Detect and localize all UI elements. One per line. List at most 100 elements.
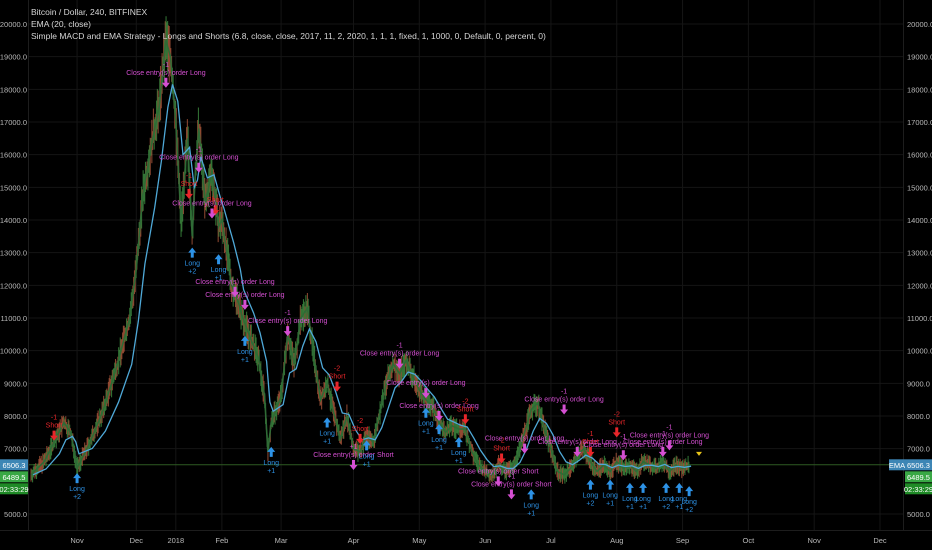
strategy-label[interactable]: Simple MACD and EMA Strategy - Longs and… — [31, 31, 546, 41]
marker-qty: +1 — [241, 357, 249, 364]
ema-indicator-label[interactable]: EMA (20, close) — [31, 19, 91, 29]
close-marker: Close entry(s) order Long-1 — [248, 310, 327, 337]
marker-qty: +1 — [323, 439, 331, 446]
long-marker: Long+2 — [658, 482, 674, 511]
marker-label: Long — [418, 421, 434, 428]
countdown-badge-left-bg — [0, 483, 28, 495]
y-tick-label-left: 7000.0 — [4, 445, 27, 454]
close-marker: Close entry(s) order Long-1 — [584, 434, 663, 461]
marker-qty: -1 — [561, 388, 567, 395]
marker-qty: +1 — [363, 461, 371, 468]
last-bar-indicator-icon — [696, 451, 703, 456]
long-marker: Long+2 — [681, 486, 697, 514]
close-arrow-icon — [207, 208, 216, 219]
short-marker: Short-2 — [493, 437, 510, 464]
symbol-title[interactable]: Bitcoin / Dollar, 240, BITFINEX — [31, 7, 148, 17]
marker-label: Long — [583, 493, 599, 500]
countdown-badge-right-bg — [905, 483, 932, 495]
x-tick-label: Sep — [676, 536, 689, 545]
short-arrow-icon — [333, 381, 342, 392]
short-arrow-icon — [50, 430, 59, 441]
y-tick-label-left: 20000.0 — [0, 20, 27, 29]
long-marker: Long+1 — [635, 482, 651, 511]
y-tick-label-left: 16000.0 — [0, 151, 27, 160]
y-tick-label-left: 10000.0 — [0, 347, 27, 356]
marker-label: Long — [184, 261, 200, 268]
marker-label: Short — [608, 419, 625, 426]
marker-label: Close entry(s) order Short — [313, 452, 394, 459]
left-price-axis[interactable]: 20000.0 19000.0 18000.0 17000.0 16000.0 15000… — [0, 0, 29, 530]
long-arrow-icon — [421, 407, 430, 418]
y-tick-label-right: 19000.0 — [907, 53, 932, 62]
close-marker: Close entry(s) order Long-1 — [524, 388, 604, 415]
y-tick-label-right: 15000.0 — [907, 183, 932, 192]
marker-label: Long — [681, 499, 697, 506]
marker-label: Long — [237, 349, 253, 356]
close-arrow-icon — [435, 411, 444, 421]
x-tick-label: Dec — [130, 536, 144, 545]
y-tick-label-left: 13000.0 — [0, 249, 27, 258]
close-marker: Close entry(s) order Long-1 — [126, 62, 206, 88]
long-marker: Long+1 — [237, 335, 253, 364]
y-tick-label-right: 10000.0 — [907, 347, 932, 356]
marker-label: Long — [431, 437, 447, 444]
close-marker: Close entry(s) order Long — [172, 200, 252, 219]
marker-qty: +2 — [73, 494, 81, 501]
marker-label: Close entry(s) order Long — [538, 439, 617, 446]
marker-label: Long — [671, 496, 687, 503]
x-tick-label: Nov — [70, 536, 84, 545]
y-tick-label-left: 19000.0 — [0, 53, 27, 62]
time-axis[interactable]: Nov Dec 2018 Feb Mar Apr May Jun Jul Aug Sep Oct Nov… — [0, 530, 932, 546]
marker-qty: -1 — [660, 431, 666, 438]
ema-value-badge-right-bg — [905, 459, 932, 471]
ema-value-badge-left: 6506.3 — [0, 459, 28, 471]
short-marker: Short-2 — [608, 411, 625, 438]
marker-qty: -1 — [620, 434, 626, 441]
marker-label: Long — [451, 450, 467, 457]
y-tick-label-right: 11000.0 — [907, 314, 932, 323]
marker-qty: -1 — [396, 343, 402, 350]
y-tick-label-right: 8000.0 — [907, 412, 930, 421]
last-price-badge-right-bg — [905, 471, 932, 483]
price-badges: EMA 6506.36489.502:33:296506.36489.502:33… — [0, 451, 932, 495]
marker-label: Close entry(s) order Long — [584, 442, 663, 449]
short-arrow-icon — [184, 188, 193, 199]
countdown-badge-left-text: 02:33:29 — [0, 485, 29, 494]
close-arrow-icon — [421, 388, 430, 399]
marker-qty: -1 — [186, 173, 192, 180]
close-marker: Close entry(s) order Long-1 — [623, 431, 703, 457]
marker-qty: +1 — [267, 468, 275, 475]
marker-label: Long — [263, 460, 279, 467]
y-tick-label-right: 12000.0 — [907, 281, 932, 290]
long-marker: Long+1 — [451, 437, 467, 465]
y-tick-label-left: 8000.0 — [4, 412, 27, 421]
marker-qty: -2 — [357, 418, 363, 425]
marker-qty: +1 — [606, 501, 614, 508]
long-marker: Long+2 — [69, 473, 85, 501]
close-arrow-icon — [349, 460, 358, 470]
short-marker: Short-1 — [181, 173, 197, 199]
long-marker: Long+1 — [418, 407, 434, 436]
ema-value-badge-left-bg — [0, 459, 28, 471]
marker-label: Close entry(s) order Long — [172, 200, 251, 207]
ema-badge-label: EMA — [889, 459, 905, 471]
close-marker: Close entry(s) order Long — [399, 403, 479, 421]
marker-label: Short — [46, 423, 63, 430]
x-tick-label: May — [412, 536, 426, 545]
y-tick-label-right: 5000.0 — [907, 510, 930, 519]
right-price-axis[interactable]: 20000.0 19000.0 18000.0 17000.0 16000.0 15000… — [903, 0, 932, 530]
marker-qty: -2 — [334, 366, 340, 373]
marker-label: Short — [457, 406, 474, 413]
countdown-badge-right: 02:33:29 — [904, 483, 932, 495]
long-arrow-icon — [267, 446, 276, 457]
long-marker: Long+2 — [583, 479, 599, 508]
marker-qty: +1 — [675, 504, 683, 511]
close-marker: Close entry(s) order Short — [458, 468, 539, 487]
ema-value-badge-left-text: 6506.3 — [3, 461, 26, 470]
y-tick-label-left: 9000.0 — [4, 379, 27, 388]
x-tick-label: Jul — [546, 536, 556, 545]
close-marker: Close entry(s) order Short+1 — [471, 473, 552, 500]
marker-qty: -1 — [666, 424, 672, 431]
